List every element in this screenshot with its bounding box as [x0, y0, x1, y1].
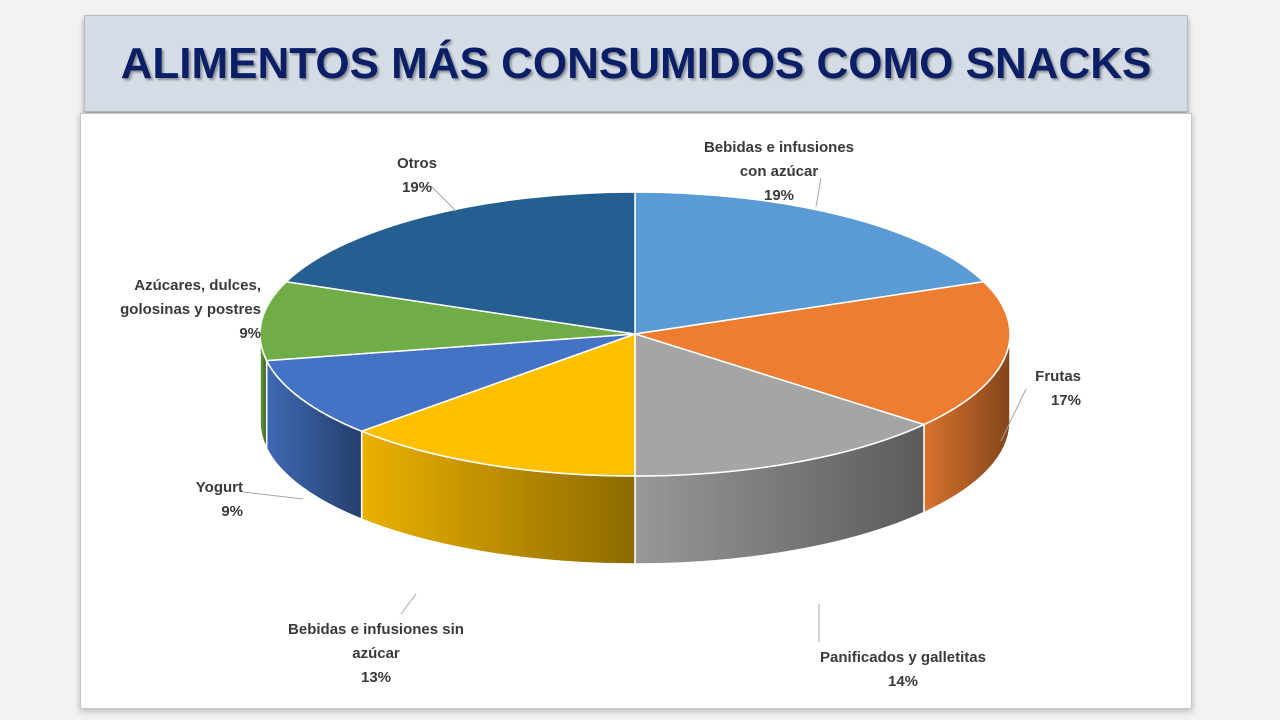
slice-azucares-dulces-golosinas-y-postres — [259, 280, 636, 362]
slice-bebidas-e-infusiones-sin-azucar — [359, 332, 636, 477]
leader-line-otros — [430, 185, 457, 212]
leader-line-frutas — [1000, 388, 1027, 442]
data-label-text: Azúcares, dulces, — [134, 277, 261, 294]
data-label-value: 9% — [239, 325, 261, 342]
pie-sides — [259, 333, 1011, 565]
leader-line-yogurt — [242, 491, 304, 500]
leader-line-bebidas-e-infusiones-con-azucar — [815, 177, 822, 208]
data-label-text: golosinas y postres — [120, 301, 261, 318]
data-label-text: Panificados y galletitas — [820, 649, 986, 666]
data-label-value: 14% — [888, 673, 918, 690]
slice-yogurt — [265, 333, 636, 433]
data-label-value: 13% — [361, 669, 391, 686]
data-label-bebidas-e-infusiones-sin-azucar: Bebidas e infusiones sin azúcar 13% — [288, 621, 464, 686]
data-labels: Bebidas e infusiones con azúcar 19% Frutas 1… — [120, 139, 1081, 690]
data-label-text: Bebidas e infusiones sin — [288, 621, 464, 638]
data-label-value: 19% — [764, 187, 794, 204]
chart-panel: Bebidas e infusiones con azúcar 19% Frutas 1… — [80, 113, 1192, 709]
data-label-bebidas-e-infusiones-con-azucar: Bebidas e infusiones con azúcar 19% — [704, 139, 854, 204]
data-label-value: 19% — [402, 179, 432, 196]
data-label-otros: Otros 19% — [397, 155, 437, 196]
data-label-text: azúcar — [352, 645, 400, 662]
leader-line-bebidas-e-infusiones-sin-azucar — [400, 593, 417, 615]
data-label-text: Bebidas e infusiones — [704, 139, 854, 156]
data-label-azucares-dulces-golosinas-y-postres: Azúcares, dulces, golosinas y postres 9% — [120, 277, 261, 342]
slice-otros — [284, 191, 636, 335]
data-label-value: 9% — [221, 503, 243, 520]
data-label-yogurt: Yogurt 9% — [196, 479, 243, 520]
title-banner: ALIMENTOS MÁS CONSUMIDOS COMO SNACKS — [84, 15, 1188, 112]
data-label-text: Yogurt — [196, 479, 243, 496]
data-label-text: Otros — [397, 155, 437, 172]
pie-tops — [259, 191, 1011, 477]
leader-lines — [242, 177, 1027, 642]
data-label-frutas: Frutas 17% — [1035, 368, 1081, 409]
slice-frutas — [634, 280, 1011, 426]
slice-panificados-y-galletitas — [634, 332, 927, 477]
slide-title: ALIMENTOS MÁS CONSUMIDOS COMO SNACKS — [120, 38, 1152, 88]
data-label-panificados-y-galletitas: Panificados y galletitas 14% — [820, 649, 986, 690]
data-label-text: con azúcar — [740, 163, 819, 180]
data-label-value: 17% — [1051, 392, 1081, 409]
pie-chart: Bebidas e infusiones con azúcar 19% Frutas 1… — [120, 139, 1081, 690]
slice-bebidas-e-infusiones-con-azucar — [634, 191, 986, 335]
data-label-text: Frutas — [1035, 368, 1081, 385]
